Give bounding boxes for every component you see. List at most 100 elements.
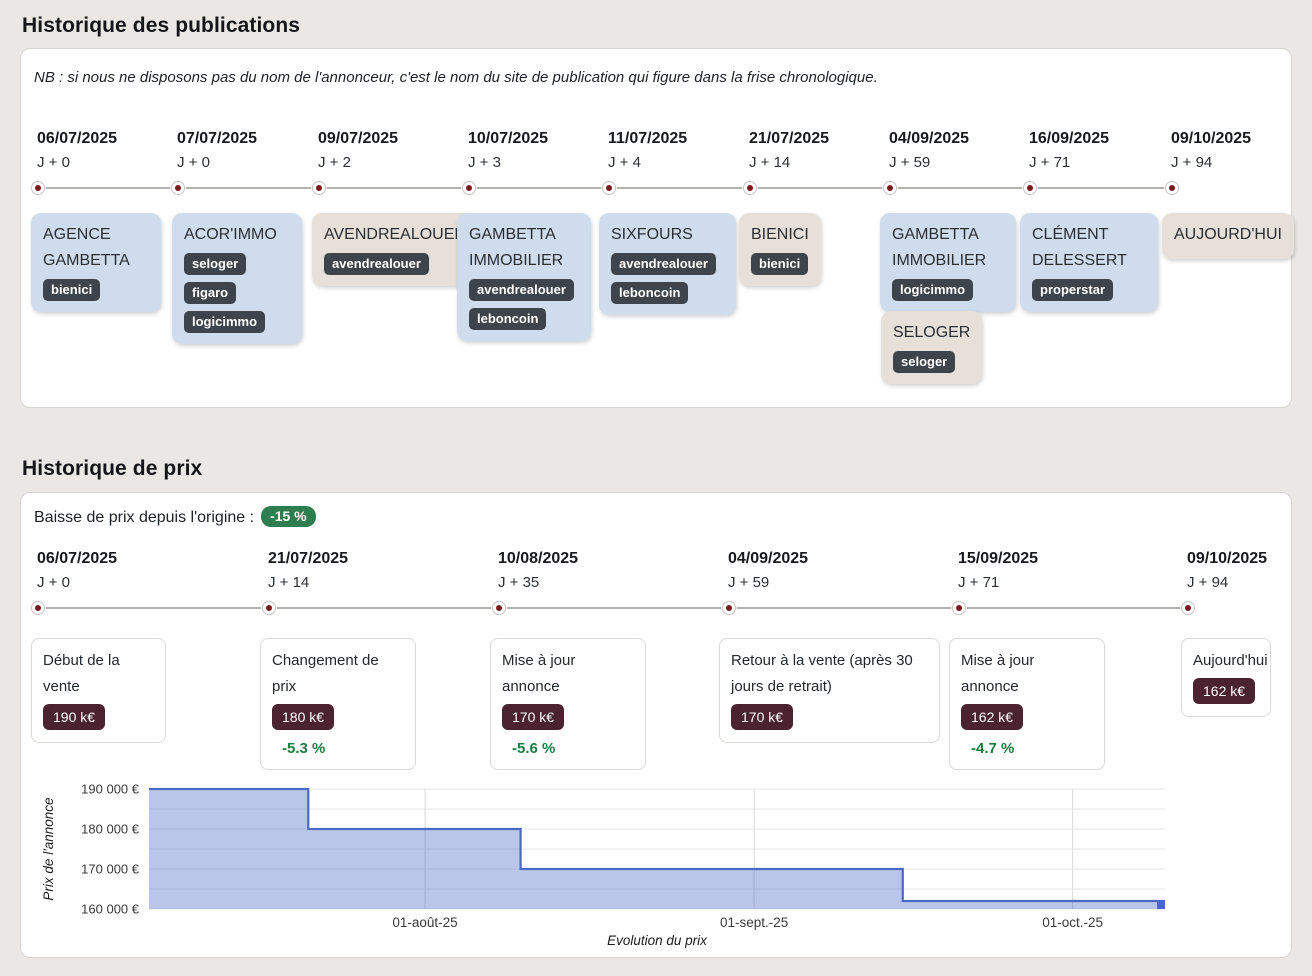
timeline-dot[interactable] bbox=[31, 601, 45, 615]
timeline-dot[interactable] bbox=[1165, 181, 1179, 195]
timeline-date: 07/07/2025 bbox=[177, 130, 258, 147]
timeline-date: 21/07/2025 bbox=[268, 550, 349, 567]
prices-panel: Baisse de prix depuis l'origine : -15 % 0… bbox=[20, 492, 1292, 958]
timeline-entry: 06/07/2025 J + 0 bbox=[37, 549, 187, 592]
publication-card: AUJOURD'HUI bbox=[1162, 213, 1294, 259]
timeline-dot[interactable] bbox=[492, 601, 506, 615]
price-evolution-chart: 160 000 € 170 000 € 180 000 € 190 000 € 01-a… bbox=[41, 782, 1165, 948]
price-change-percent: -4.7 % bbox=[971, 740, 1015, 757]
svg-text:01-oct.-25: 01-oct.-25 bbox=[1042, 915, 1103, 930]
site-tag: bienici bbox=[43, 279, 101, 301]
timeline-entry: 04/09/2025 J + 59 bbox=[728, 549, 878, 592]
site-tag: logicimmo bbox=[184, 311, 266, 333]
timeline-entry: 10/08/2025 J + 35 bbox=[498, 549, 648, 592]
timeline-date: 04/09/2025 bbox=[889, 130, 970, 147]
advertiser-name: AVENDREALOUER bbox=[324, 226, 466, 243]
timeline-dot[interactable] bbox=[31, 181, 45, 195]
advertiser-name: GAMBETTA IMMOBILIER bbox=[469, 226, 564, 269]
advertiser-name: ACOR'IMMO bbox=[184, 226, 277, 243]
price-event-card: Mise à jour annonce 170 k€ -5.6 % bbox=[490, 638, 646, 770]
timeline-dot[interactable] bbox=[462, 181, 476, 195]
timeline-date: 10/08/2025 bbox=[498, 550, 579, 567]
timeline-entry: 21/07/2025 J + 14 bbox=[268, 549, 418, 592]
timeline-offset: J + 4 bbox=[608, 154, 641, 171]
advertiser-name: SELOGER bbox=[893, 324, 971, 341]
price-badge: 170 k€ bbox=[731, 704, 794, 730]
price-event-card: Aujourd'hui 162 k€ bbox=[1181, 638, 1271, 717]
timeline-offset: J + 71 bbox=[1029, 154, 1071, 171]
timeline-dot[interactable] bbox=[722, 601, 736, 615]
timeline-offset: J + 59 bbox=[889, 154, 931, 171]
timeline-offset: J + 0 bbox=[37, 574, 70, 591]
prices-title: Historique de prix bbox=[22, 457, 203, 480]
timeline-entry: 16/09/2025 J + 71 bbox=[1029, 129, 1179, 172]
svg-text:190 000 €: 190 000 € bbox=[81, 782, 140, 797]
site-tag: leboncoin bbox=[469, 308, 547, 330]
timeline-dot[interactable] bbox=[743, 181, 757, 195]
publications-panel: NB : si nous ne disposons pas du nom de … bbox=[20, 48, 1294, 408]
price-event-card: Début de la vente 190 k€ bbox=[31, 638, 166, 743]
timeline-date: 15/09/2025 bbox=[958, 550, 1039, 567]
timeline-date: 04/09/2025 bbox=[728, 550, 809, 567]
timeline-offset: J + 71 bbox=[958, 574, 1000, 591]
timeline-entry: 15/09/2025 J + 71 bbox=[958, 549, 1108, 592]
price-event-label: Retour à la vente (après 30 jours de ret… bbox=[731, 652, 913, 695]
timeline-date: 09/07/2025 bbox=[318, 130, 399, 147]
timeline-date: 09/10/2025 bbox=[1187, 550, 1268, 567]
publication-card: AVENDREALOUER avendrealouer bbox=[312, 213, 478, 286]
timeline-dot[interactable] bbox=[171, 181, 185, 195]
site-tag: avendrealouer bbox=[324, 253, 429, 275]
price-badge: 180 k€ bbox=[272, 704, 335, 730]
timeline-entry: 10/07/2025 J + 3 bbox=[468, 129, 618, 172]
price-event-label: Début de la vente bbox=[43, 652, 120, 695]
publication-card: SELOGER seloger bbox=[881, 311, 983, 384]
svg-text:01-sept.-25: 01-sept.-25 bbox=[720, 915, 788, 930]
timeline-dot[interactable] bbox=[1181, 601, 1195, 615]
timeline-date: 16/09/2025 bbox=[1029, 130, 1110, 147]
site-tag: properstar bbox=[1032, 279, 1114, 301]
timeline-offset: J + 14 bbox=[749, 154, 791, 171]
svg-text:160 000 €: 160 000 € bbox=[81, 902, 140, 917]
publication-card: SIXFOURS avendrealouer leboncoin bbox=[599, 213, 736, 315]
price-badge: 190 k€ bbox=[43, 704, 106, 730]
timeline-offset: J + 3 bbox=[468, 154, 501, 171]
site-tag: seloger bbox=[893, 351, 956, 373]
price-change-percent: -5.6 % bbox=[512, 740, 556, 757]
publication-card: GAMBETTA IMMOBILIER avendrealouer lebonc… bbox=[457, 213, 591, 341]
prices-timeline-line bbox=[38, 607, 1188, 609]
advertiser-name: BIENICI bbox=[751, 226, 809, 243]
timeline-date: 09/10/2025 bbox=[1171, 130, 1252, 147]
timeline-date: 10/07/2025 bbox=[468, 130, 549, 147]
timeline-dot[interactable] bbox=[262, 601, 276, 615]
publication-card: ACOR'IMMO seloger figaro logicimmo bbox=[172, 213, 302, 344]
price-event-card: Changement de prix 180 k€ -5.3 % bbox=[260, 638, 416, 770]
timeline-dot[interactable] bbox=[312, 181, 326, 195]
price-event-label: Changement de prix bbox=[272, 652, 379, 695]
advertiser-name: AUJOURD'HUI bbox=[1174, 226, 1282, 243]
timeline-date: 11/07/2025 bbox=[608, 130, 688, 147]
timeline-offset: J + 0 bbox=[37, 154, 70, 171]
price-event-label: Mise à jour annonce bbox=[961, 652, 1035, 695]
publication-card: GAMBETTA IMMOBILIER logicimmo bbox=[880, 213, 1016, 312]
timeline-dot[interactable] bbox=[883, 181, 897, 195]
publications-note: NB : si nous ne disposons pas du nom de … bbox=[34, 69, 878, 86]
timeline-dot[interactable] bbox=[1023, 181, 1037, 195]
advertiser-name: SIXFOURS bbox=[611, 226, 693, 243]
timeline-entry: 07/07/2025 J + 0 bbox=[177, 129, 327, 172]
price-badge: 170 k€ bbox=[502, 704, 565, 730]
advertiser-name: GAMBETTA IMMOBILIER bbox=[892, 226, 987, 269]
timeline-dot[interactable] bbox=[952, 601, 966, 615]
svg-text:01-août-25: 01-août-25 bbox=[392, 915, 457, 930]
timeline-offset: J + 94 bbox=[1171, 154, 1213, 171]
timeline-entry: 09/10/2025 J + 94 bbox=[1187, 549, 1312, 592]
svg-text:Evolution du prix: Evolution du prix bbox=[607, 933, 708, 948]
site-tag: leboncoin bbox=[611, 282, 689, 304]
publication-card: AGENCE GAMBETTA bienici bbox=[31, 213, 161, 312]
timeline-offset: J + 14 bbox=[268, 574, 310, 591]
timeline-offset: J + 2 bbox=[318, 154, 351, 171]
timeline-entry: 09/10/2025 J + 94 bbox=[1171, 129, 1312, 172]
price-badge: 162 k€ bbox=[1193, 678, 1256, 704]
timeline-dot[interactable] bbox=[602, 181, 616, 195]
site-tag: bienici bbox=[751, 253, 809, 275]
